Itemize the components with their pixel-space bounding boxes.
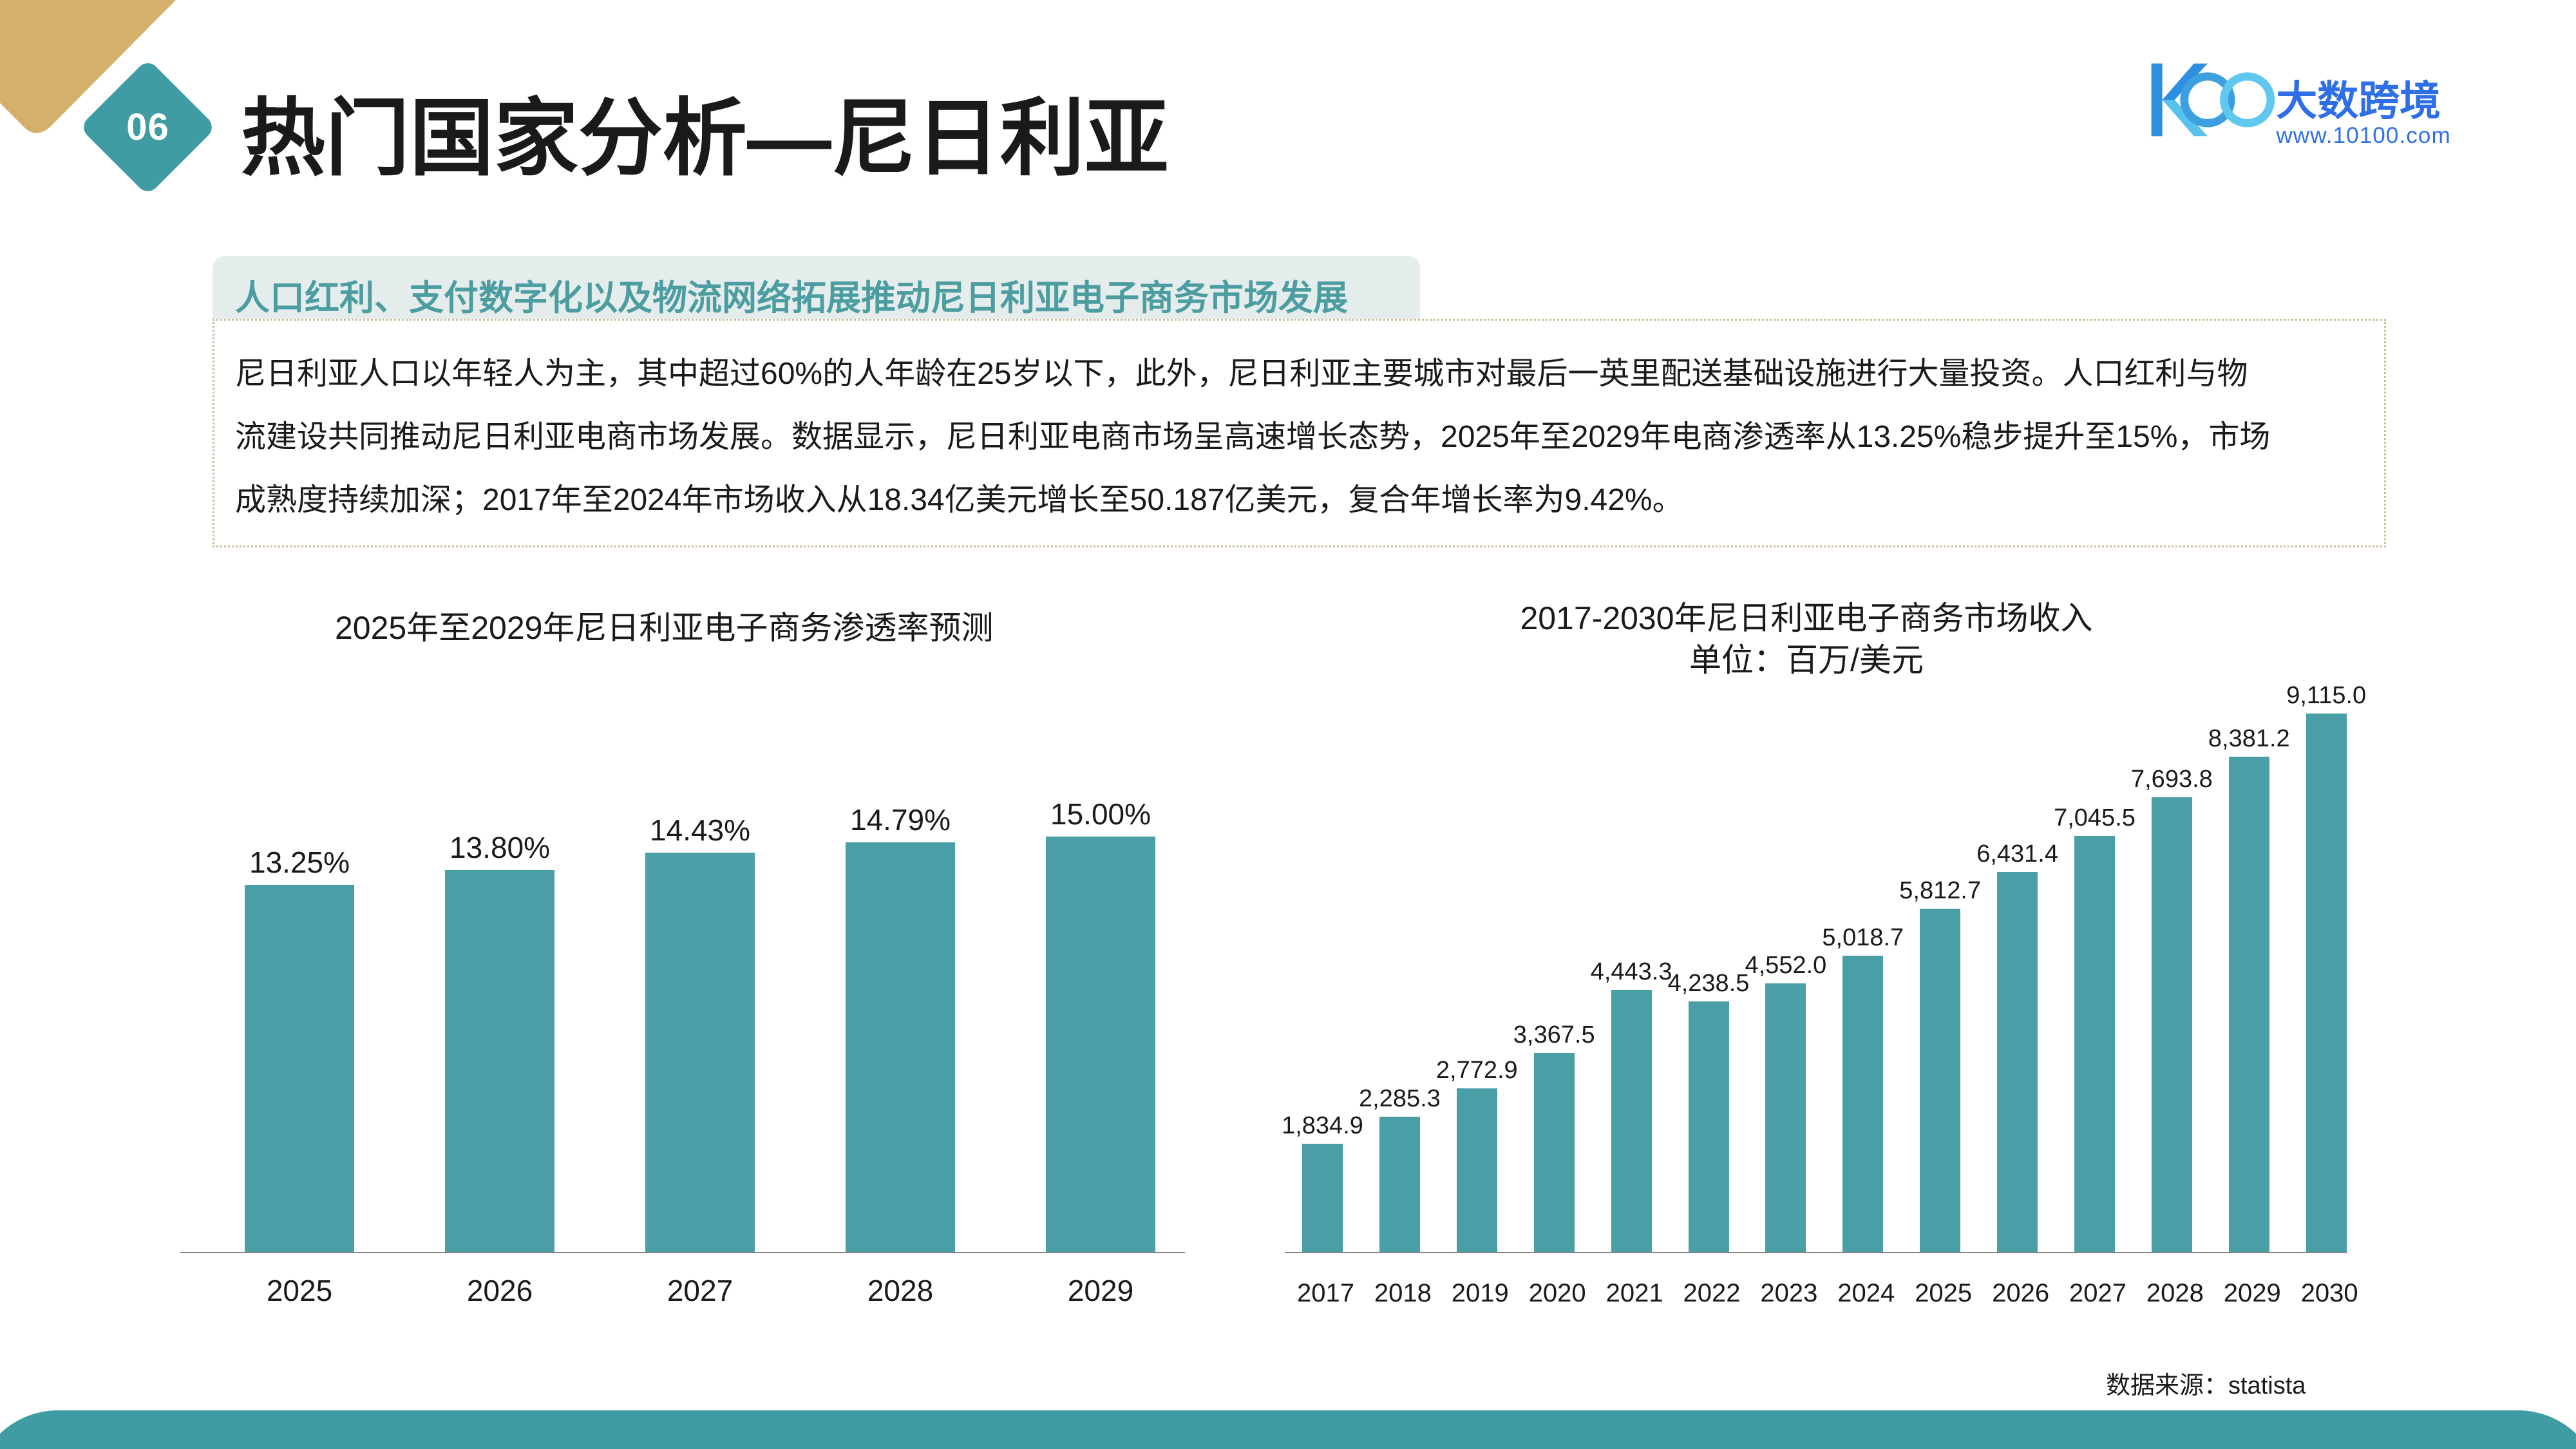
svg-text:www.10100.com: www.10100.com [2275, 123, 2450, 148]
svg-text:大数跨境: 大数跨境 [2276, 77, 2440, 124]
